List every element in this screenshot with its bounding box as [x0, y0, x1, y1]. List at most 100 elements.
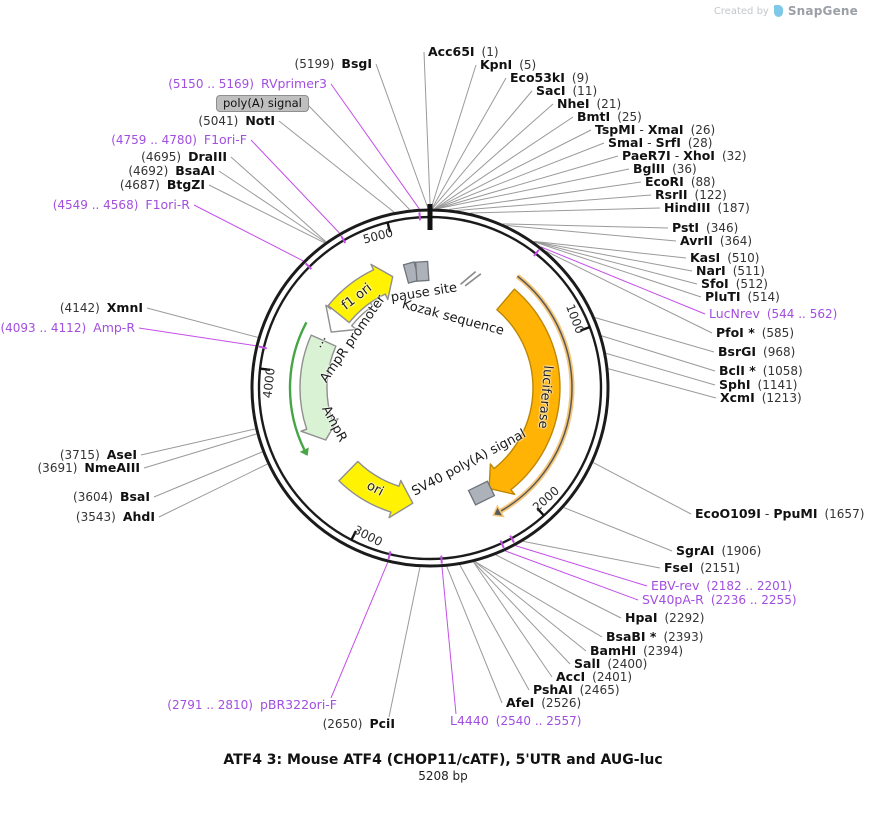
- site-label-smai-srfi[interactable]: SmaI - SrfI (28): [608, 135, 713, 151]
- connector-ebv-rev: [515, 545, 648, 587]
- primer-site-tick-1: [340, 235, 347, 244]
- connector-pbr322ori-f: [330, 562, 389, 699]
- site-label-hindiii[interactable]: HindIII (187): [664, 200, 750, 216]
- site-label-bsgi[interactable]: (5199) BsgI: [294, 56, 372, 72]
- site-label-pshai[interactable]: PshAI (2465): [533, 682, 620, 698]
- connector-pshai: [459, 564, 530, 691]
- connector-acc65i: [423, 51, 431, 209]
- connector-ecori: [448, 181, 642, 211]
- site-label-noti[interactable]: (5041) NotI: [198, 113, 275, 129]
- site-label-rvprimer3[interactable]: (5150 .. 5169) RVprimer3: [168, 76, 327, 92]
- site-label-tspmi-xmai[interactable]: TspMI - XmaI (26): [595, 122, 716, 138]
- site-label-ecoo109i-ppumi[interactable]: EcoO109I - PpuMI (1657): [695, 506, 865, 522]
- site-label-sv40pa-r[interactable]: SV40pA-R (2236 .. 2255): [642, 592, 797, 608]
- site-label-acc65i[interactable]: Acc65I (1): [428, 44, 499, 60]
- site-label-bsaai[interactable]: (4692) BsaAI: [128, 163, 215, 179]
- connector-f1ori-f: [250, 139, 340, 234]
- connector-f1ori-r: [193, 204, 304, 262]
- site-label-kasi[interactable]: KasI (510): [690, 250, 760, 266]
- site-label-nhei[interactable]: NheI (21): [557, 96, 622, 112]
- snapgene-logo-icon: [773, 5, 783, 17]
- connector-bglii: [437, 168, 630, 210]
- site-label-eco53ki[interactable]: Eco53kI (9): [510, 70, 589, 86]
- site-label-sgrai[interactable]: SgrAI (1906): [676, 543, 762, 559]
- site-label-bcli[interactable]: BclI * (1058): [719, 363, 803, 379]
- site-label-draiii[interactable]: (4695) DraIII: [141, 149, 227, 165]
- feature-kozak-marks-1: [464, 273, 482, 287]
- site-label-avrii[interactable]: AvrII (364): [680, 233, 753, 249]
- site-label-pbr322ori-f[interactable]: (2791 .. 2810) pBR322ori-F: [167, 697, 337, 713]
- site-label-bmti[interactable]: BmtI (25): [577, 109, 642, 125]
- site-label-xcmi[interactable]: XcmI (1213): [720, 390, 802, 406]
- connector-psti: [502, 223, 669, 229]
- connector-ecoo109i-ppumi: [593, 462, 692, 515]
- site-label-bglii[interactable]: BglII (36): [633, 161, 697, 177]
- site-label-afei[interactable]: AfeI (2526): [506, 695, 582, 711]
- connector-xmni: [146, 307, 258, 338]
- feature-ampr-arc-head: [299, 447, 309, 456]
- feature-ampr[interactable]: [299, 334, 339, 441]
- connector-lucnrev: [540, 246, 706, 315]
- site-label-bsrgi[interactable]: BsrGI (968): [718, 344, 796, 360]
- connector-bsrgi: [594, 317, 715, 353]
- polya-signal-chip[interactable]: poly(A) signal: [216, 95, 309, 112]
- connector-sv40pa-r: [505, 550, 639, 601]
- connector-bamhi: [474, 561, 587, 652]
- site-label-bsabi[interactable]: BsaBI * (2393): [606, 629, 704, 645]
- site-label-fsei[interactable]: FseI (2151): [664, 560, 741, 576]
- site-label-kpni[interactable]: KpnI (5): [480, 57, 537, 73]
- site-label-btgzi[interactable]: (4687) BtgZI: [119, 177, 205, 193]
- site-label-sphi[interactable]: SphI (1141): [719, 377, 798, 393]
- site-label-sfoi[interactable]: SfoI (512): [701, 276, 768, 292]
- site-label-bamhi[interactable]: BamHI (2394): [590, 643, 684, 659]
- feature-ori[interactable]: [338, 460, 414, 519]
- site-label-f1ori-f[interactable]: (4759 .. 4780) F1ori-F: [111, 132, 247, 148]
- connector-smai-srfi: [435, 142, 605, 210]
- feature-kozak-marks-0: [459, 271, 477, 286]
- site-label-ebv-rev[interactable]: EBV-rev (2182 .. 2201): [651, 578, 793, 594]
- site-label-l4440[interactable]: L4440 (2540 .. 2557): [450, 713, 582, 729]
- site-label-saci[interactable]: SacI (11): [536, 83, 598, 99]
- site-label-nari[interactable]: NarI (511): [696, 263, 765, 279]
- site-label-pfoi[interactable]: PfoI * (585): [716, 325, 795, 341]
- connector-bmti: [435, 116, 574, 209]
- site-label-acci[interactable]: AccI (2401): [556, 669, 633, 685]
- site-label-bsai[interactable]: (3604) BsaI: [73, 489, 150, 505]
- connector-asei: [140, 428, 256, 456]
- connector-bsaai: [218, 170, 326, 243]
- connector-sgrai: [563, 507, 673, 552]
- site-label-sali[interactable]: SalI (2400): [574, 656, 648, 672]
- primer-site-tick-4: [387, 551, 392, 560]
- connector-draiii: [230, 156, 327, 243]
- connector-polya-signal: [306, 103, 411, 211]
- site-label-ecori[interactable]: EcoRI (88): [645, 174, 716, 190]
- feature-f1-ori[interactable]: [327, 263, 394, 324]
- connector-kasi: [533, 240, 687, 259]
- site-label-paer7i-xhoi[interactable]: PaeR7I - XhoI (32): [622, 148, 747, 164]
- feature-sv40-polya-box[interactable]: [467, 480, 496, 506]
- connector-amp-r: [138, 327, 256, 347]
- feature-luc-arc-inner: [500, 275, 573, 512]
- site-label-rsrii[interactable]: RsrII (122): [655, 187, 727, 203]
- plasmid-title: ATF4 3: Mouse ATF4 (CHOP11/cATF), 5'UTR …: [223, 752, 663, 768]
- connector-sphi: [605, 352, 716, 386]
- credit-line: Created by SnapGene: [714, 4, 858, 18]
- primer-site-tick-3: [258, 345, 267, 350]
- feature-luc-arc-head: [492, 504, 505, 518]
- feature-pause-site-box-2[interactable]: [414, 260, 430, 282]
- site-label-hpai[interactable]: HpaI (2292): [625, 610, 705, 626]
- scale-tick-3000: [350, 530, 358, 541]
- snapgene-brand: SnapGene: [787, 4, 858, 18]
- site-label-ahdi[interactable]: (3543) AhdI: [75, 509, 155, 525]
- site-label-f1ori-r[interactable]: (4549 .. 4568) F1ori-R: [52, 197, 190, 213]
- site-label-pluti[interactable]: PluTI (514): [705, 289, 780, 305]
- site-label-asei[interactable]: (3715) AseI: [59, 447, 137, 463]
- site-label-nmeaiii[interactable]: (3691) NmeAIII: [37, 460, 141, 476]
- site-label-xmni[interactable]: (4142) XmnI: [59, 300, 143, 316]
- site-label-pcii[interactable]: (2650) PciI: [322, 716, 395, 732]
- site-label-lucnrev[interactable]: LucNrev (544 .. 562): [709, 306, 838, 322]
- feature-luciferase[interactable]: [488, 288, 561, 496]
- connector-pfoi: [546, 250, 713, 334]
- site-label-psti[interactable]: PstI (346): [672, 220, 739, 236]
- site-label-amp-r[interactable]: (4093 .. 4112) Amp-R: [0, 320, 135, 336]
